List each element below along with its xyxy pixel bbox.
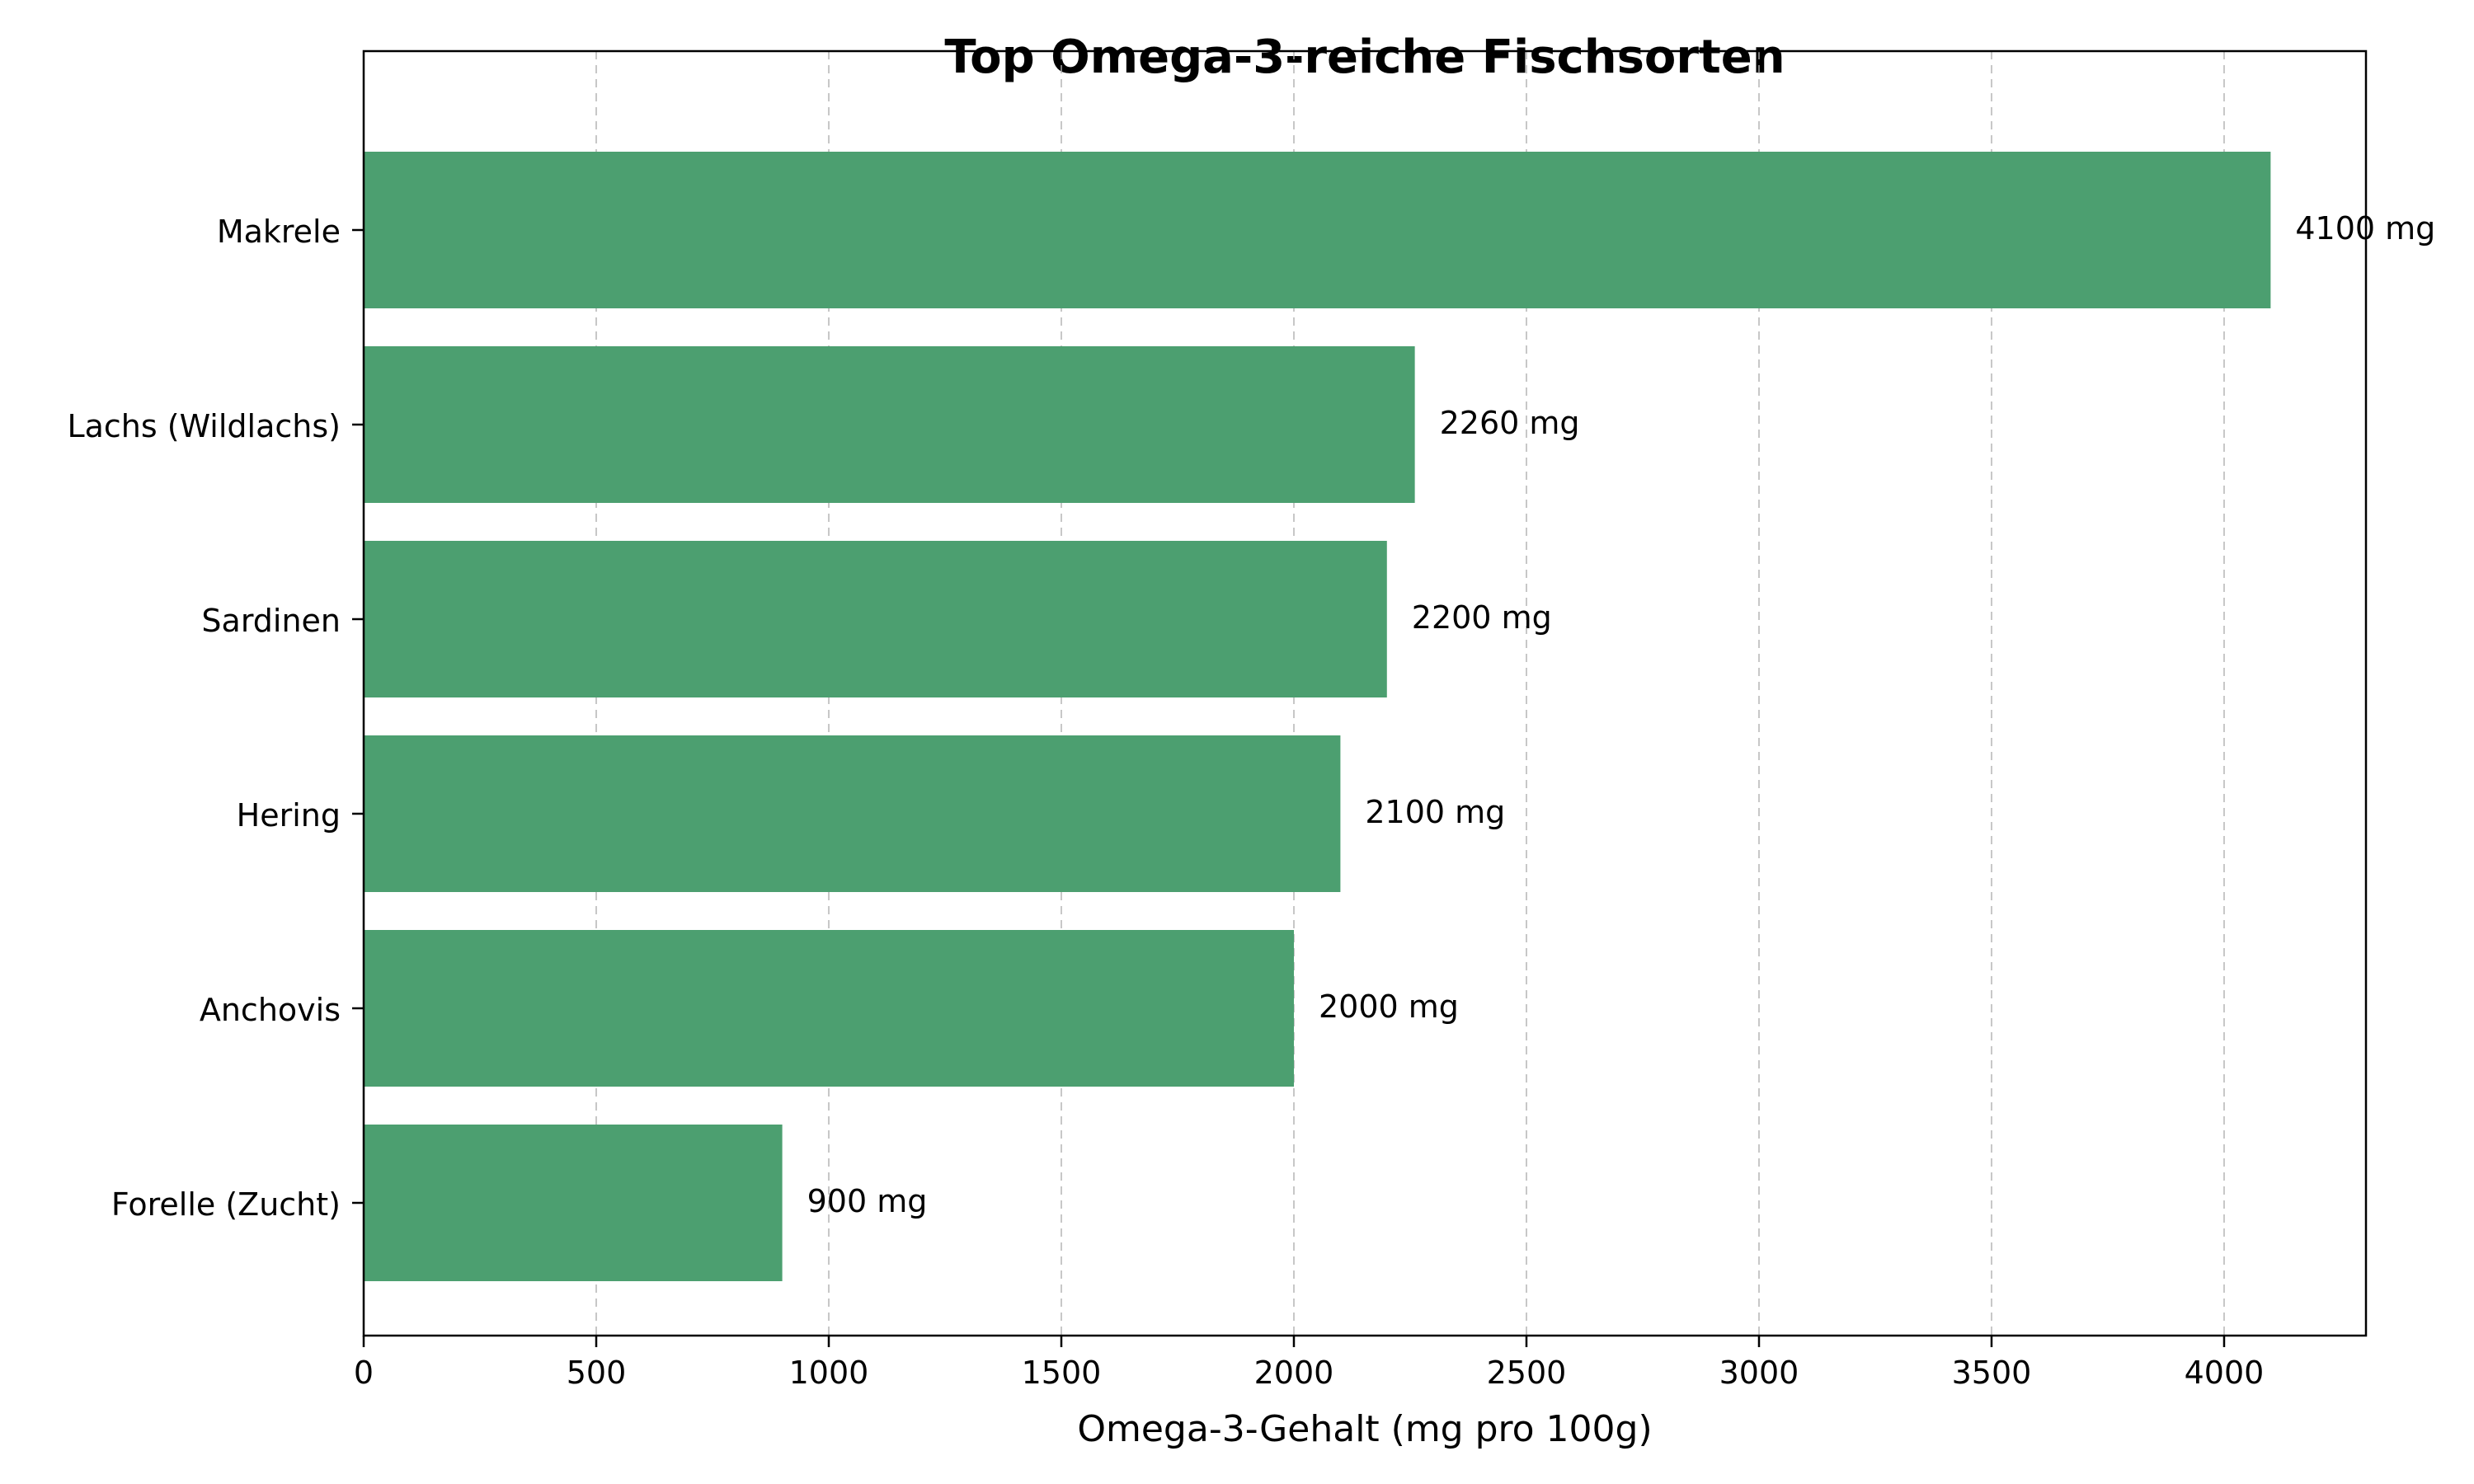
x-tick-label: 3500 — [1952, 1355, 2032, 1391]
x-tick-label: 1000 — [789, 1355, 869, 1391]
bar — [364, 930, 1294, 1087]
bar-value-label: 2100 mg — [1365, 794, 1505, 830]
bars — [364, 152, 2271, 1281]
x-tick-label: 4000 — [2185, 1355, 2265, 1391]
plot-frame — [362, 49, 2368, 1337]
bar — [364, 346, 1415, 503]
x-tick-label: 2500 — [1487, 1355, 1567, 1391]
chart-title: Top Omega-3-reiche Fischsorten — [944, 31, 1785, 84]
x-tick-label: 500 — [567, 1355, 627, 1391]
y-tick-label: Makrele — [217, 214, 341, 250]
bar — [364, 1125, 783, 1281]
bar-value-label: 900 mg — [807, 1183, 928, 1219]
y-tick-label: Lachs (Wildlachs) — [67, 408, 341, 444]
bar-value-label: 2200 mg — [1412, 599, 1552, 636]
y-tick-label: Forelle (Zucht) — [111, 1186, 341, 1223]
bar-value-label: 2000 mg — [1319, 989, 1459, 1025]
bar — [364, 152, 2271, 308]
x-tick-label: 1500 — [1022, 1355, 1102, 1391]
x-tick-label: 3000 — [1719, 1355, 1799, 1391]
y-tick-label: Anchovis — [200, 992, 341, 1028]
x-axis-label: Omega-3-Gehalt (mg pro 100g) — [1077, 1408, 1652, 1450]
x-tick-label: 0 — [354, 1355, 374, 1391]
bar — [364, 541, 1387, 697]
y-tick-label: Sardinen — [201, 603, 341, 639]
x-tick-label: 2000 — [1254, 1355, 1334, 1391]
x-axis-ticks: 0 500 1000 1500 2000 2500 3000 3500 4000 — [354, 1336, 2264, 1391]
bar-value-label: 2260 mg — [1440, 405, 1580, 441]
bar — [364, 735, 1341, 892]
y-axis-ticks: Makrele Lachs (Wildlachs) Sardinen Hering An… — [67, 214, 364, 1223]
y-tick-label: Hering — [237, 797, 341, 834]
